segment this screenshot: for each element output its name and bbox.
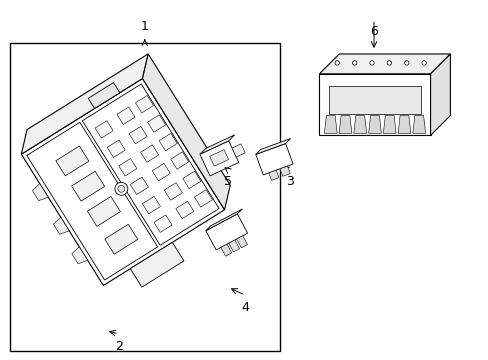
Polygon shape — [88, 82, 120, 108]
Polygon shape — [200, 135, 234, 154]
Polygon shape — [176, 201, 194, 219]
Polygon shape — [82, 84, 219, 245]
Polygon shape — [72, 247, 87, 264]
Polygon shape — [135, 95, 153, 113]
Text: 5: 5 — [224, 175, 232, 189]
Polygon shape — [27, 122, 157, 280]
Bar — [328, 86, 420, 113]
Polygon shape — [170, 152, 188, 169]
Polygon shape — [205, 214, 247, 250]
Polygon shape — [319, 74, 429, 135]
Text: 1: 1 — [141, 20, 148, 33]
Polygon shape — [383, 116, 395, 133]
Polygon shape — [142, 197, 160, 214]
Polygon shape — [71, 171, 104, 201]
Text: 4: 4 — [241, 301, 248, 314]
Polygon shape — [141, 145, 159, 162]
Circle shape — [369, 61, 373, 65]
Polygon shape — [397, 116, 410, 133]
Polygon shape — [107, 140, 125, 157]
Circle shape — [115, 183, 127, 195]
Polygon shape — [32, 184, 48, 201]
Polygon shape — [119, 158, 137, 176]
Polygon shape — [429, 54, 449, 135]
Polygon shape — [21, 54, 148, 154]
Polygon shape — [228, 240, 239, 252]
Polygon shape — [209, 150, 228, 166]
Polygon shape — [319, 54, 449, 74]
Polygon shape — [368, 116, 381, 133]
Circle shape — [421, 61, 426, 65]
Circle shape — [118, 185, 124, 192]
Polygon shape — [280, 166, 289, 176]
Polygon shape — [221, 244, 231, 256]
Polygon shape — [255, 139, 290, 154]
Polygon shape — [53, 217, 69, 234]
Polygon shape — [87, 197, 120, 226]
Circle shape — [334, 61, 339, 65]
Polygon shape — [117, 107, 135, 125]
Polygon shape — [21, 78, 224, 285]
Polygon shape — [164, 183, 182, 200]
Polygon shape — [338, 116, 351, 133]
Polygon shape — [104, 224, 138, 254]
Polygon shape — [159, 133, 177, 151]
Polygon shape — [152, 163, 170, 181]
Polygon shape — [95, 121, 113, 138]
Text: 6: 6 — [369, 24, 377, 38]
Polygon shape — [130, 177, 148, 194]
Circle shape — [386, 61, 391, 65]
Polygon shape — [236, 236, 247, 248]
Circle shape — [404, 61, 408, 65]
Circle shape — [352, 61, 356, 65]
Polygon shape — [268, 170, 279, 180]
Polygon shape — [56, 146, 89, 176]
Text: 3: 3 — [285, 175, 293, 189]
Polygon shape — [324, 116, 336, 133]
Polygon shape — [147, 115, 165, 132]
Polygon shape — [154, 215, 172, 232]
Polygon shape — [194, 190, 212, 207]
Text: 2: 2 — [115, 340, 122, 353]
Polygon shape — [353, 116, 366, 133]
Polygon shape — [183, 171, 201, 189]
Polygon shape — [130, 242, 183, 287]
Polygon shape — [232, 144, 245, 157]
Bar — [10, 43, 279, 351]
Polygon shape — [129, 126, 147, 144]
Polygon shape — [205, 209, 242, 231]
Polygon shape — [412, 116, 425, 133]
Polygon shape — [142, 54, 230, 210]
Polygon shape — [200, 141, 238, 176]
Polygon shape — [255, 144, 292, 175]
